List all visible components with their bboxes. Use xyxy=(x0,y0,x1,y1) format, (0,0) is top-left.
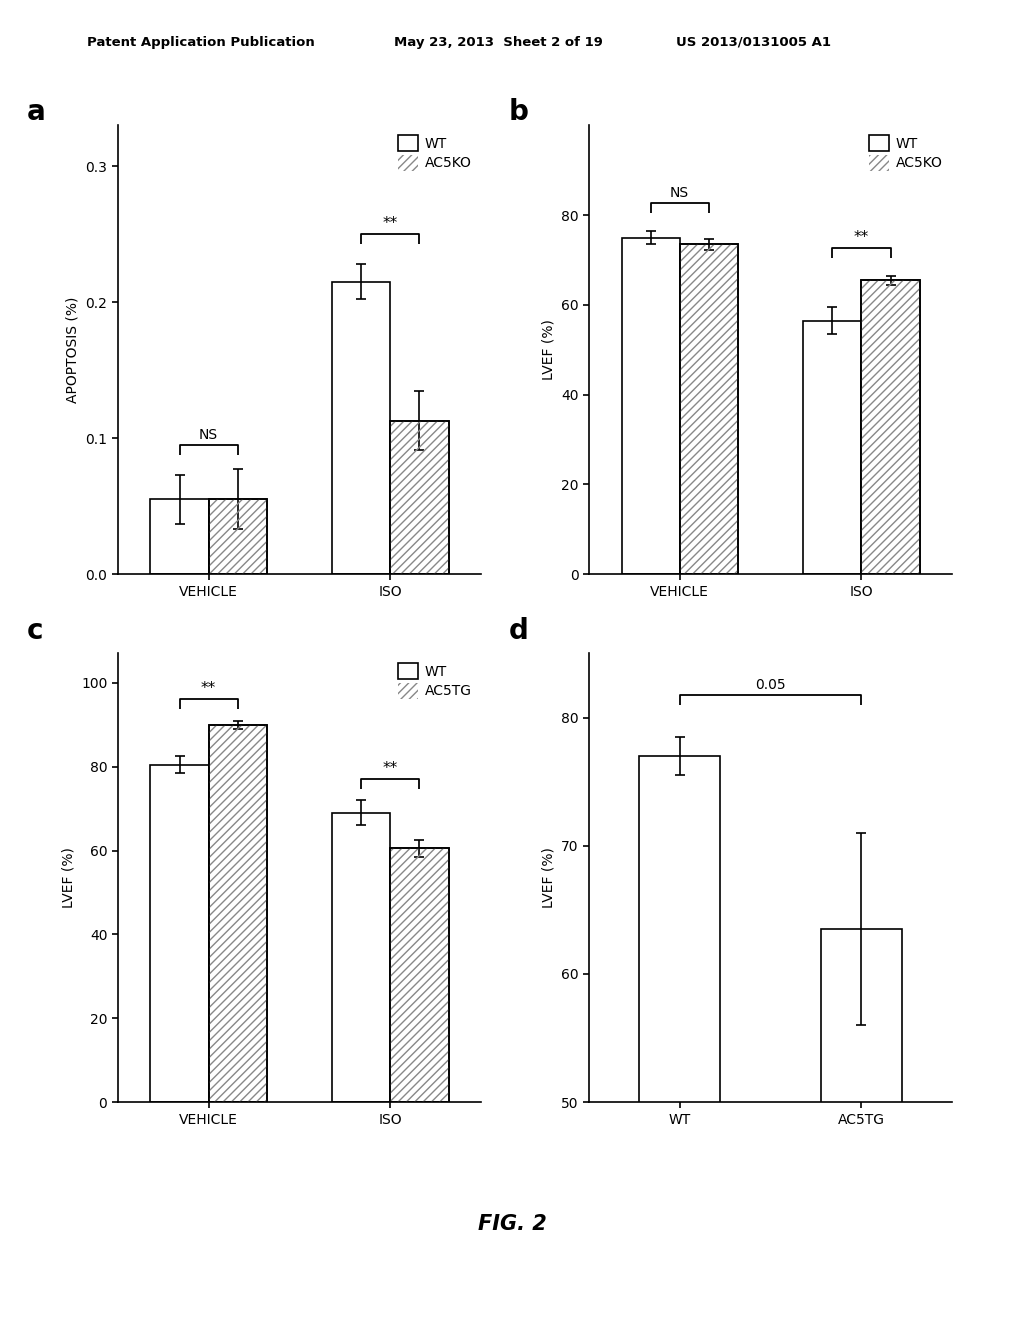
Bar xyxy=(622,238,680,574)
Text: **: ** xyxy=(854,230,869,246)
Bar xyxy=(151,764,209,1102)
Bar xyxy=(861,280,920,574)
Text: FIG. 2: FIG. 2 xyxy=(477,1213,547,1234)
Bar xyxy=(209,725,267,1102)
Text: Patent Application Publication: Patent Application Publication xyxy=(87,36,314,49)
Text: US 2013/0131005 A1: US 2013/0131005 A1 xyxy=(676,36,830,49)
Text: b: b xyxy=(509,99,528,127)
Bar xyxy=(803,321,861,574)
Y-axis label: LVEF (%): LVEF (%) xyxy=(61,847,76,908)
Text: d: d xyxy=(509,618,528,645)
Bar xyxy=(639,756,721,1320)
Legend: WT, AC5TG: WT, AC5TG xyxy=(395,660,474,701)
Text: **: ** xyxy=(383,216,398,231)
Bar xyxy=(390,421,449,574)
Text: May 23, 2013  Sheet 2 of 19: May 23, 2013 Sheet 2 of 19 xyxy=(394,36,603,49)
Bar xyxy=(209,499,267,574)
Bar xyxy=(390,849,449,1102)
Y-axis label: APOPTOSIS (%): APOPTOSIS (%) xyxy=(66,297,80,403)
Bar xyxy=(332,813,390,1102)
Bar xyxy=(861,280,920,574)
Bar xyxy=(390,421,449,574)
Bar xyxy=(209,725,267,1102)
Bar xyxy=(390,849,449,1102)
Bar xyxy=(820,929,902,1320)
Bar xyxy=(209,499,267,574)
Bar xyxy=(332,281,390,574)
Text: 0.05: 0.05 xyxy=(756,678,785,693)
Bar xyxy=(680,244,738,574)
Bar xyxy=(390,421,449,574)
Text: a: a xyxy=(27,99,46,127)
Legend: WT, AC5KO: WT, AC5KO xyxy=(395,132,474,173)
Bar xyxy=(209,499,267,574)
Bar xyxy=(209,725,267,1102)
Bar xyxy=(390,849,449,1102)
Y-axis label: LVEF (%): LVEF (%) xyxy=(542,847,555,908)
Bar xyxy=(680,244,738,574)
Y-axis label: LVEF (%): LVEF (%) xyxy=(542,319,555,380)
Bar xyxy=(680,244,738,574)
Text: c: c xyxy=(27,618,43,645)
Text: **: ** xyxy=(201,681,216,697)
Legend: WT, AC5KO: WT, AC5KO xyxy=(866,132,945,173)
Text: NS: NS xyxy=(199,428,218,442)
Bar xyxy=(861,280,920,574)
Text: **: ** xyxy=(383,762,398,776)
Text: NS: NS xyxy=(670,186,689,201)
Bar xyxy=(151,499,209,574)
